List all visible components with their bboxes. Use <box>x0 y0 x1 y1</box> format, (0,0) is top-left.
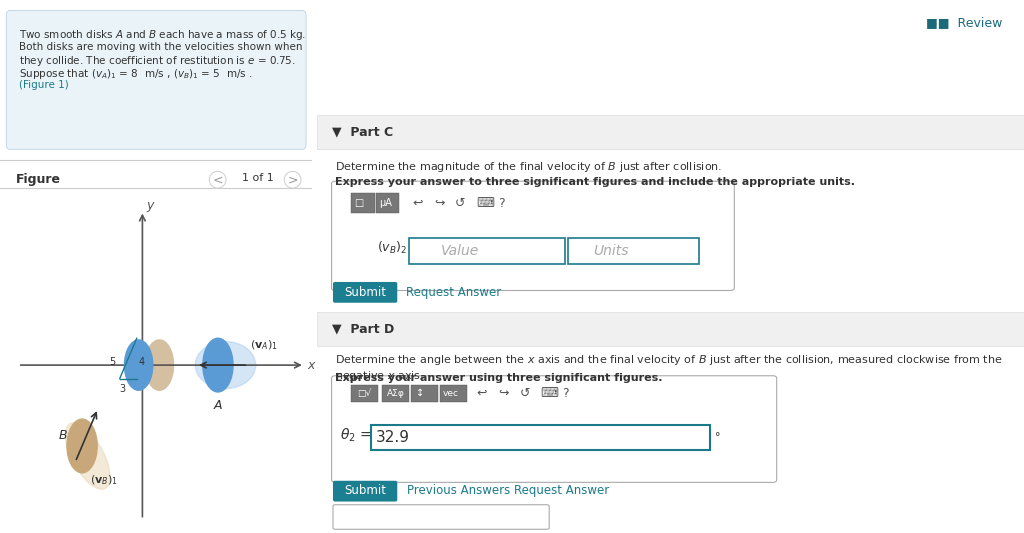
Text: 1 of 1: 1 of 1 <box>242 173 273 183</box>
Text: AΣφ: AΣφ <box>387 389 406 398</box>
Bar <box>346 381 699 405</box>
Text: ↪: ↪ <box>434 197 444 209</box>
Text: <: < <box>212 173 223 186</box>
Text: vec: vec <box>443 389 459 398</box>
Text: (Figure 1): (Figure 1) <box>18 80 69 90</box>
Bar <box>412 385 438 402</box>
Text: Figure: Figure <box>15 173 60 186</box>
FancyBboxPatch shape <box>332 376 776 482</box>
Text: ⌨: ⌨ <box>476 197 495 209</box>
Text: Determine the magnitude of the final velocity of $B$ just after collision.: Determine the magnitude of the final vel… <box>335 160 722 174</box>
Text: ↺: ↺ <box>519 387 530 400</box>
Ellipse shape <box>66 423 111 489</box>
Text: □: □ <box>354 198 364 207</box>
Text: ⌨: ⌨ <box>541 387 559 400</box>
Text: Express your answer using three significant figures.: Express your answer using three signific… <box>335 373 663 383</box>
FancyBboxPatch shape <box>332 181 734 290</box>
FancyBboxPatch shape <box>333 481 397 502</box>
Text: ▼  Part D: ▼ Part D <box>332 322 394 335</box>
Text: Submit: Submit <box>344 484 386 497</box>
Text: 5: 5 <box>110 357 116 367</box>
Text: Both disks are moving with the velocities shown when: Both disks are moving with the velocitie… <box>18 42 302 52</box>
Text: $x$: $x$ <box>306 359 316 372</box>
Text: ↪: ↪ <box>499 387 509 400</box>
Text: $(v_B)_2$ =: $(v_B)_2$ = <box>378 240 422 256</box>
Text: >: > <box>288 173 298 186</box>
Text: Determine the angle between the $x$ axis and the final velocity of $B$ just afte: Determine the angle between the $x$ axis… <box>335 353 1002 383</box>
Text: Request Answer: Request Answer <box>406 286 501 298</box>
Text: □√: □√ <box>357 389 372 398</box>
Ellipse shape <box>67 419 97 473</box>
Text: $B$: $B$ <box>58 429 69 442</box>
Text: ↺: ↺ <box>456 197 466 209</box>
Text: ↩: ↩ <box>476 387 487 400</box>
Text: Express your answer to three significant figures and include the appropriate uni: Express your answer to three significant… <box>335 177 855 187</box>
Text: 3: 3 <box>120 384 126 394</box>
FancyBboxPatch shape <box>6 11 306 149</box>
Text: ↩: ↩ <box>413 197 423 209</box>
FancyBboxPatch shape <box>568 238 699 264</box>
Text: Units: Units <box>593 244 629 258</box>
Ellipse shape <box>145 340 173 390</box>
Text: $\theta_2$ =: $\theta_2$ = <box>340 427 372 444</box>
Text: they collide. The coefficient of restitution is $e$ = 0.75.: they collide. The coefficient of restitu… <box>18 54 296 68</box>
Text: 4: 4 <box>138 357 144 367</box>
Text: μA: μA <box>380 198 392 207</box>
Bar <box>317 115 1024 149</box>
Text: ↕: ↕ <box>417 389 425 398</box>
Text: Suppose that $(v_A)_1$ = 8  m/s , $(v_B)_1$ = 5  m/s .: Suppose that $(v_A)_1$ = 8 m/s , $(v_B)_… <box>18 67 252 81</box>
Text: Submit: Submit <box>344 286 386 298</box>
Bar <box>376 193 399 213</box>
Text: ?: ? <box>498 197 504 209</box>
Text: $A$: $A$ <box>213 399 223 412</box>
Ellipse shape <box>125 340 153 390</box>
Text: Previous Answers: Previous Answers <box>408 484 510 497</box>
FancyBboxPatch shape <box>371 425 711 450</box>
Text: Value: Value <box>441 244 479 258</box>
Text: ▼  Part C: ▼ Part C <box>332 126 392 139</box>
Bar <box>346 190 629 216</box>
Text: ?: ? <box>562 387 568 400</box>
Text: 32.9: 32.9 <box>376 430 410 445</box>
Bar <box>317 312 1024 346</box>
Bar <box>351 385 378 402</box>
Bar <box>351 193 375 213</box>
Bar <box>439 385 467 402</box>
Text: $(\mathbf{v}_A)_1$: $(\mathbf{v}_A)_1$ <box>250 338 279 352</box>
FancyBboxPatch shape <box>333 505 549 529</box>
Text: Request Answer: Request Answer <box>514 484 609 497</box>
Ellipse shape <box>203 338 233 392</box>
Bar <box>382 385 409 402</box>
Text: $y$: $y$ <box>146 200 156 214</box>
Text: Two smooth disks $A$ and $B$ each have a mass of 0.5 kg.: Two smooth disks $A$ and $B$ each have a… <box>18 28 306 42</box>
Text: °: ° <box>715 433 720 442</box>
Ellipse shape <box>196 342 256 389</box>
Text: $(\mathbf{v}_B)_1$: $(\mathbf{v}_B)_1$ <box>90 473 118 487</box>
Text: ■■  Review: ■■ Review <box>927 16 1002 29</box>
FancyBboxPatch shape <box>410 238 565 264</box>
FancyBboxPatch shape <box>333 282 397 303</box>
